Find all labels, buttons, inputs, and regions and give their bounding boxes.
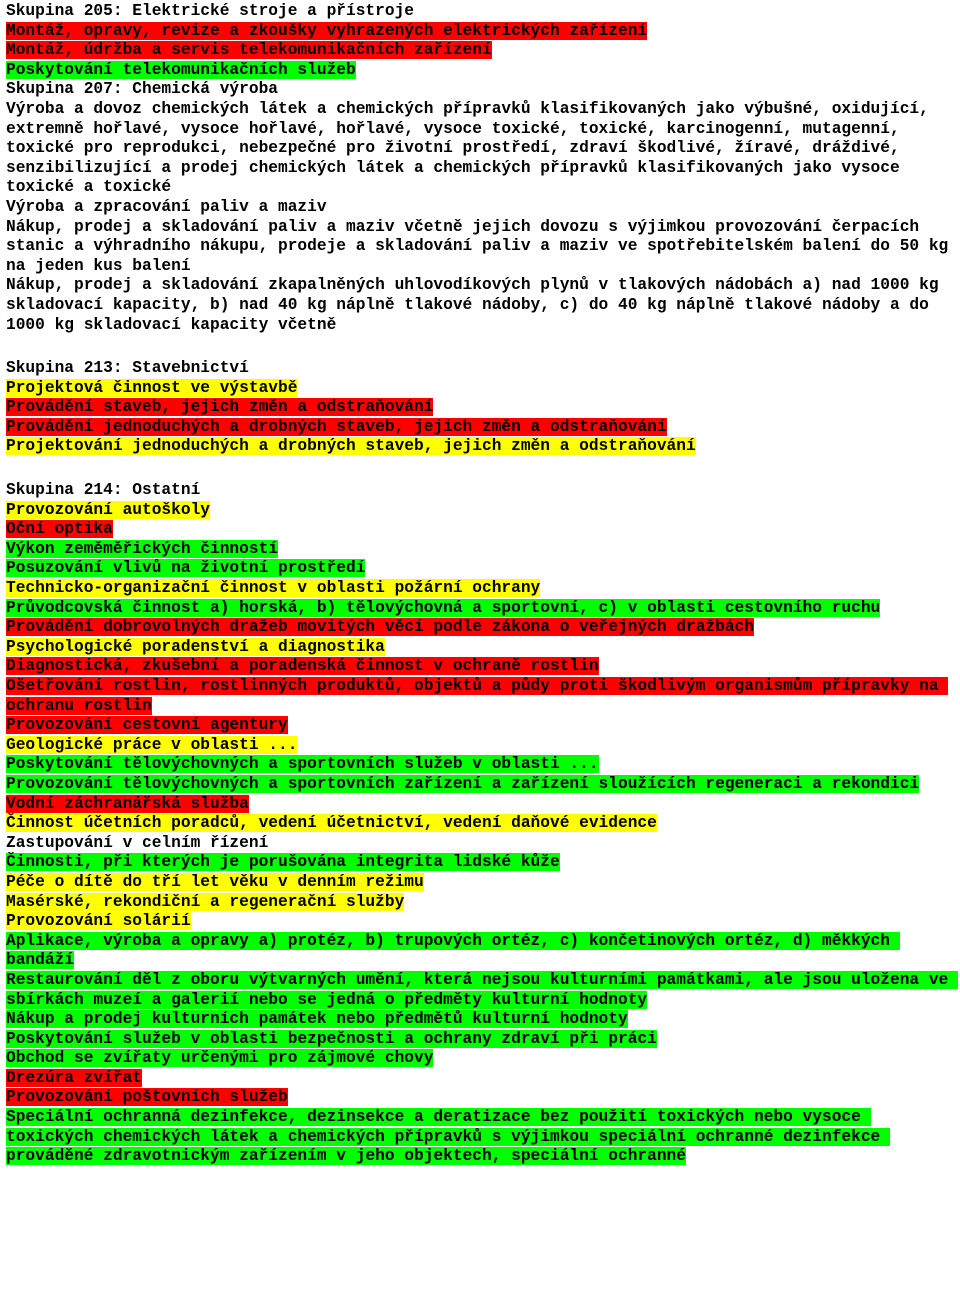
highlight-green: Poskytování služeb v oblasti bezpečnosti… — [6, 1030, 657, 1048]
text-line: Diagnostická, zkušební a poradenská činn… — [6, 657, 954, 677]
highlight-red: Provádění staveb, jejich změn a odstraňo… — [6, 398, 433, 416]
highlight-red: Montáž, opravy, revize a zkoušky vyhraze… — [6, 22, 647, 40]
text-line: Technicko-organizační činnost v oblasti … — [6, 579, 954, 599]
text-content: Skupina 207: Chemická výroba — [6, 80, 278, 98]
text-line: Nákup a prodej kulturních památek nebo p… — [6, 1010, 954, 1030]
highlight-green: Posuzování vlivů na životní prostředí — [6, 559, 365, 577]
text-content: Nákup, prodej a skladování paliv a maziv… — [6, 218, 958, 275]
text-line: Činnosti, při kterých je porušována inte… — [6, 853, 954, 873]
text-line: Montáž, opravy, revize a zkoušky vyhraze… — [6, 22, 954, 42]
highlight-green: Provozování tělovýchovných a sportovních… — [6, 775, 919, 793]
highlight-yellow: Projektování jednoduchých a drobných sta… — [6, 437, 696, 455]
highlight-red: Provádění dobrovolných dražeb movitých v… — [6, 618, 754, 636]
text-line: Oční optika — [6, 520, 954, 540]
text-line: Skupina 214: Ostatní — [6, 481, 954, 501]
highlight-red: Provádění jednoduchých a drobných staveb… — [6, 418, 667, 436]
text-line: Drezúra zvířat — [6, 1069, 954, 1089]
highlight-red: Oční optika — [6, 520, 113, 538]
text-line: Výroba a zpracování paliv a maziv — [6, 198, 954, 218]
text-line: Péče o dítě do tří let věku v denním rež… — [6, 873, 954, 893]
text-line: Poskytování telekomunikačních služeb — [6, 61, 954, 81]
text-line: Provozování solárií — [6, 912, 954, 932]
highlight-green: Speciální ochranná dezinfekce, dezinsekc… — [6, 1108, 890, 1165]
text-line: Masérské, rekondiční a regenerační služb… — [6, 893, 954, 913]
text-content: Skupina 214: Ostatní — [6, 481, 200, 499]
text-line: Speciální ochranná dezinfekce, dezinsekc… — [6, 1108, 954, 1167]
highlight-green: Restaurování děl z oboru výtvarných uměn… — [6, 971, 958, 1009]
highlight-yellow: Geologické práce v oblasti ... — [6, 736, 297, 754]
highlight-yellow: Péče o dítě do tří let věku v denním rež… — [6, 873, 424, 891]
highlight-green: Výkon zeměměřických činností — [6, 540, 278, 558]
highlight-yellow: Provozování autoškoly — [6, 501, 210, 519]
highlight-red: Vodní záchranářská služba — [6, 795, 249, 813]
text-line: Provozování tělovýchovných a sportovních… — [6, 775, 954, 795]
text-line: Restaurování děl z oboru výtvarných uměn… — [6, 971, 954, 1010]
text-content: Skupina 213: Stavebnictví — [6, 359, 249, 377]
text-line: Skupina 205: Elektrické stroje a přístro… — [6, 2, 954, 22]
highlight-yellow: Činnost účetních poradců, vedení účetnic… — [6, 814, 657, 832]
highlight-red: Provozování cestovní agentury — [6, 716, 288, 734]
text-line: Provozování cestovní agentury — [6, 716, 954, 736]
text-line: Výkon zeměměřických činností — [6, 540, 954, 560]
highlight-yellow: Projektová činnost ve výstavbě — [6, 379, 297, 397]
highlight-yellow: Masérské, rekondiční a regenerační služb… — [6, 893, 404, 911]
highlight-yellow: Technicko-organizační činnost v oblasti … — [6, 579, 540, 597]
highlight-green: Průvodcovská činnost a) horská, b) tělov… — [6, 599, 880, 617]
text-line: Skupina 207: Chemická výroba — [6, 80, 954, 100]
text-line: Psychologické poradenství a diagnostika — [6, 638, 954, 658]
text-line: Vodní záchranářská služba — [6, 795, 954, 815]
text-content: Nákup, prodej a skladování zkapalněných … — [6, 276, 948, 333]
highlight-green: Nákup a prodej kulturních památek nebo p… — [6, 1010, 628, 1028]
text-content: Výroba a zpracování paliv a maziv — [6, 198, 327, 216]
document-root: Skupina 205: Elektrické stroje a přístro… — [6, 2, 954, 1167]
group-205-207: Skupina 205: Elektrické stroje a přístro… — [6, 2, 954, 335]
text-line: Poskytování tělovýchovných a sportovních… — [6, 755, 954, 775]
highlight-red: Diagnostická, zkušební a poradenská činn… — [6, 657, 599, 675]
text-line: Zastupování v celním řízení — [6, 834, 954, 854]
highlight-yellow: Provozování solárií — [6, 912, 191, 930]
highlight-green: Aplikace, výroba a opravy a) protéz, b) … — [6, 932, 900, 970]
text-line: Činnost účetních poradců, vedení účetnic… — [6, 814, 954, 834]
text-line: Montáž, údržba a servis telekomunikačníc… — [6, 41, 954, 61]
highlight-green: Obchod se zvířaty určenými pro zájmové c… — [6, 1049, 433, 1067]
highlight-red: Montáž, údržba a servis telekomunikačníc… — [6, 41, 492, 59]
text-line: Projektování jednoduchých a drobných sta… — [6, 437, 954, 457]
text-content: Skupina 205: Elektrické stroje a přístro… — [6, 2, 414, 20]
text-line: Provozování poštovních služeb — [6, 1088, 954, 1108]
text-line: Nákup, prodej a skladování paliv a maziv… — [6, 218, 954, 277]
text-line: Poskytování služeb v oblasti bezpečnosti… — [6, 1030, 954, 1050]
text-line: Geologické práce v oblasti ... — [6, 736, 954, 756]
text-line: Provádění staveb, jejich změn a odstraňo… — [6, 398, 954, 418]
highlight-green: Poskytování tělovýchovných a sportovních… — [6, 755, 599, 773]
text-line: Provádění dobrovolných dražeb movitých v… — [6, 618, 954, 638]
text-line: Ošetřování rostlin, rostlinných produktů… — [6, 677, 954, 716]
text-content: Výroba a dovoz chemických látek a chemic… — [6, 100, 939, 196]
group-213: Skupina 213: Stavebnictví Projektová činn… — [6, 359, 954, 457]
text-line: Aplikace, výroba a opravy a) protéz, b) … — [6, 932, 954, 971]
text-line: Posuzování vlivů na životní prostředí — [6, 559, 954, 579]
text-line: Obchod se zvířaty určenými pro zájmové c… — [6, 1049, 954, 1069]
highlight-yellow: Psychologické poradenství a diagnostika — [6, 638, 385, 656]
group-214: Skupina 214: Ostatní Provozování autoškol… — [6, 481, 954, 1167]
highlight-red: Provozování poštovních služeb — [6, 1088, 288, 1106]
highlight-green: Poskytování telekomunikačních služeb — [6, 61, 356, 79]
highlight-green: Činnosti, při kterých je porušována inte… — [6, 853, 560, 871]
text-line: Provádění jednoduchých a drobných staveb… — [6, 418, 954, 438]
text-line: Provozování autoškoly — [6, 501, 954, 521]
text-line: Nákup, prodej a skladování zkapalněných … — [6, 276, 954, 335]
text-line: Projektová činnost ve výstavbě — [6, 379, 954, 399]
text-line: Skupina 213: Stavebnictví — [6, 359, 954, 379]
text-content: Zastupování v celním řízení — [6, 834, 268, 852]
text-line: Výroba a dovoz chemických látek a chemic… — [6, 100, 954, 198]
highlight-red: Ošetřování rostlin, rostlinných produktů… — [6, 677, 948, 715]
highlight-red: Drezúra zvířat — [6, 1069, 142, 1087]
text-line: Průvodcovská činnost a) horská, b) tělov… — [6, 599, 954, 619]
